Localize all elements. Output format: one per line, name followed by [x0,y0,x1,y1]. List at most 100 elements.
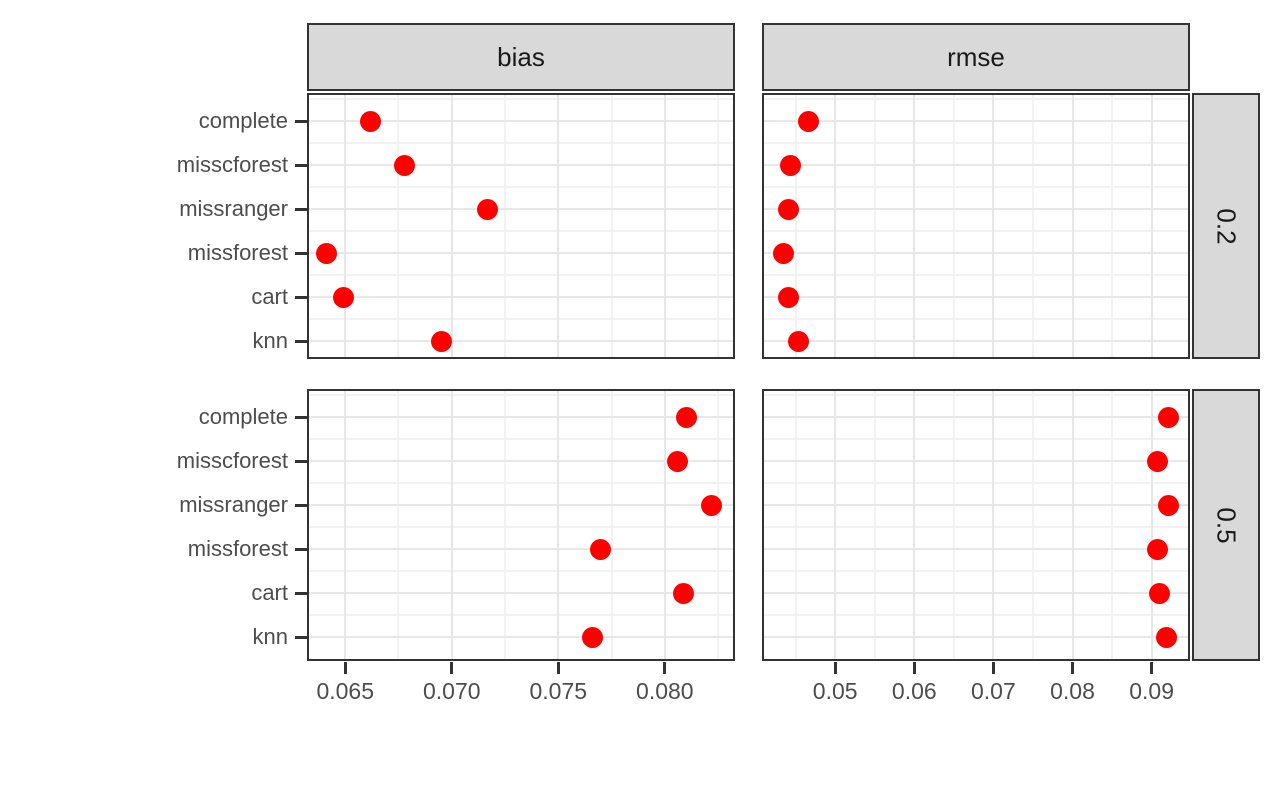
gridline-minor [309,570,733,572]
gridline-minor [764,394,1188,396]
gridline-major [764,504,1188,506]
y-axis-tick [295,296,307,299]
gridline-major [764,592,1188,594]
gridline-major [1150,391,1153,659]
gridline-minor [309,274,733,276]
data-point-missforest [315,242,337,264]
gridline-major [309,548,733,550]
y-category-label: missranger [179,492,288,517]
gridline-major [764,548,1188,550]
data-point-knn [430,330,452,352]
x-axis-tick [343,662,347,674]
y-axis-tick [295,636,307,639]
gridline-major [309,592,733,594]
gridline-major [309,252,733,254]
panel-rmse-0.2 [762,93,1190,359]
gridline-minor [397,391,400,659]
gridline-minor [952,391,955,659]
data-point-complete [675,406,697,428]
gridline-major [309,636,733,638]
x-axis-tick [912,662,916,674]
gridline-minor [1031,95,1034,357]
gridline-minor [309,614,733,616]
facet-strip-label: 0.2 [1211,207,1242,245]
gridline-minor [794,95,797,357]
gridline-major [913,391,916,659]
gridline-minor [397,95,400,357]
gridline-minor [764,230,1188,232]
x-axis-tick [1150,662,1154,674]
gridline-major [309,504,733,506]
gridline-minor [717,95,720,357]
y-axis-tick [295,340,307,343]
gridline-major [309,296,733,298]
y-category-label: missranger [179,196,288,221]
y-category-label: missforest [187,240,288,265]
gridline-major [764,636,1188,638]
x-axis-tick [1071,662,1074,674]
gridline-major [913,95,916,357]
data-point-misscforest [1147,450,1169,472]
gridline-major [764,340,1188,342]
y-axis-tick [295,252,307,255]
gridline-minor [309,526,733,528]
gridline-major [344,95,347,357]
gridline-minor [309,318,733,320]
x-tick-label: 0.06 [891,678,937,704]
gridline-minor [309,230,733,232]
y-axis-tick [295,416,307,419]
y-category-label: missforest [187,536,288,561]
gridline-major [344,391,347,659]
facet-strip-bias: bias [307,23,735,91]
gridline-major [764,296,1188,298]
gridline-minor [610,391,613,659]
gridline-minor [1031,391,1034,659]
gridline-minor [952,95,955,357]
data-point-misscforest [667,450,689,472]
gridline-minor [1111,391,1114,659]
x-tick-label: 0.065 [316,678,374,704]
data-point-missranger [1157,494,1179,516]
gridline-major [557,95,560,357]
data-point-missranger [701,494,723,516]
data-point-knn [1156,626,1178,648]
data-point-complete [797,110,819,132]
gridline-major [309,340,733,342]
gridline-major [309,164,733,166]
gridline-major [764,208,1188,210]
y-category-label: misscforest [176,448,288,473]
gridline-minor [764,98,1188,100]
gridline-major [764,164,1188,166]
gridline-minor [873,95,876,357]
data-point-complete [360,110,382,132]
gridline-minor [1111,95,1114,357]
gridline-major [663,391,666,659]
gridline-major [992,95,995,357]
facet-strip-rmse: rmse [762,23,1190,91]
panel-bias-0.5 [307,389,735,661]
gridline-minor [504,95,507,357]
panel-rmse-0.5 [762,389,1190,661]
data-point-misscforest [779,154,801,176]
y-category-label: cart [251,284,288,309]
x-tick-label: 0.080 [636,678,694,704]
gridline-major [309,208,733,210]
gridline-major [663,95,666,357]
gridline-minor [764,438,1188,440]
data-point-knn [581,626,603,648]
gridline-major [1150,95,1153,357]
gridline-minor [610,95,613,357]
y-axis-tick [295,592,307,595]
gridline-minor [764,570,1188,572]
x-tick-label: 0.070 [422,678,481,704]
gridline-minor [794,391,797,659]
y-category-label: knn [252,328,288,353]
gridline-major [309,120,733,122]
facet-strip-0.5: 0.5 [1192,389,1260,661]
gridline-major [450,95,453,357]
x-tick-label: 0.09 [1129,678,1174,704]
gridline-minor [309,394,733,396]
gridline-major [834,391,837,659]
gridline-minor [764,186,1188,188]
x-tick-label: 0.07 [971,678,1016,704]
